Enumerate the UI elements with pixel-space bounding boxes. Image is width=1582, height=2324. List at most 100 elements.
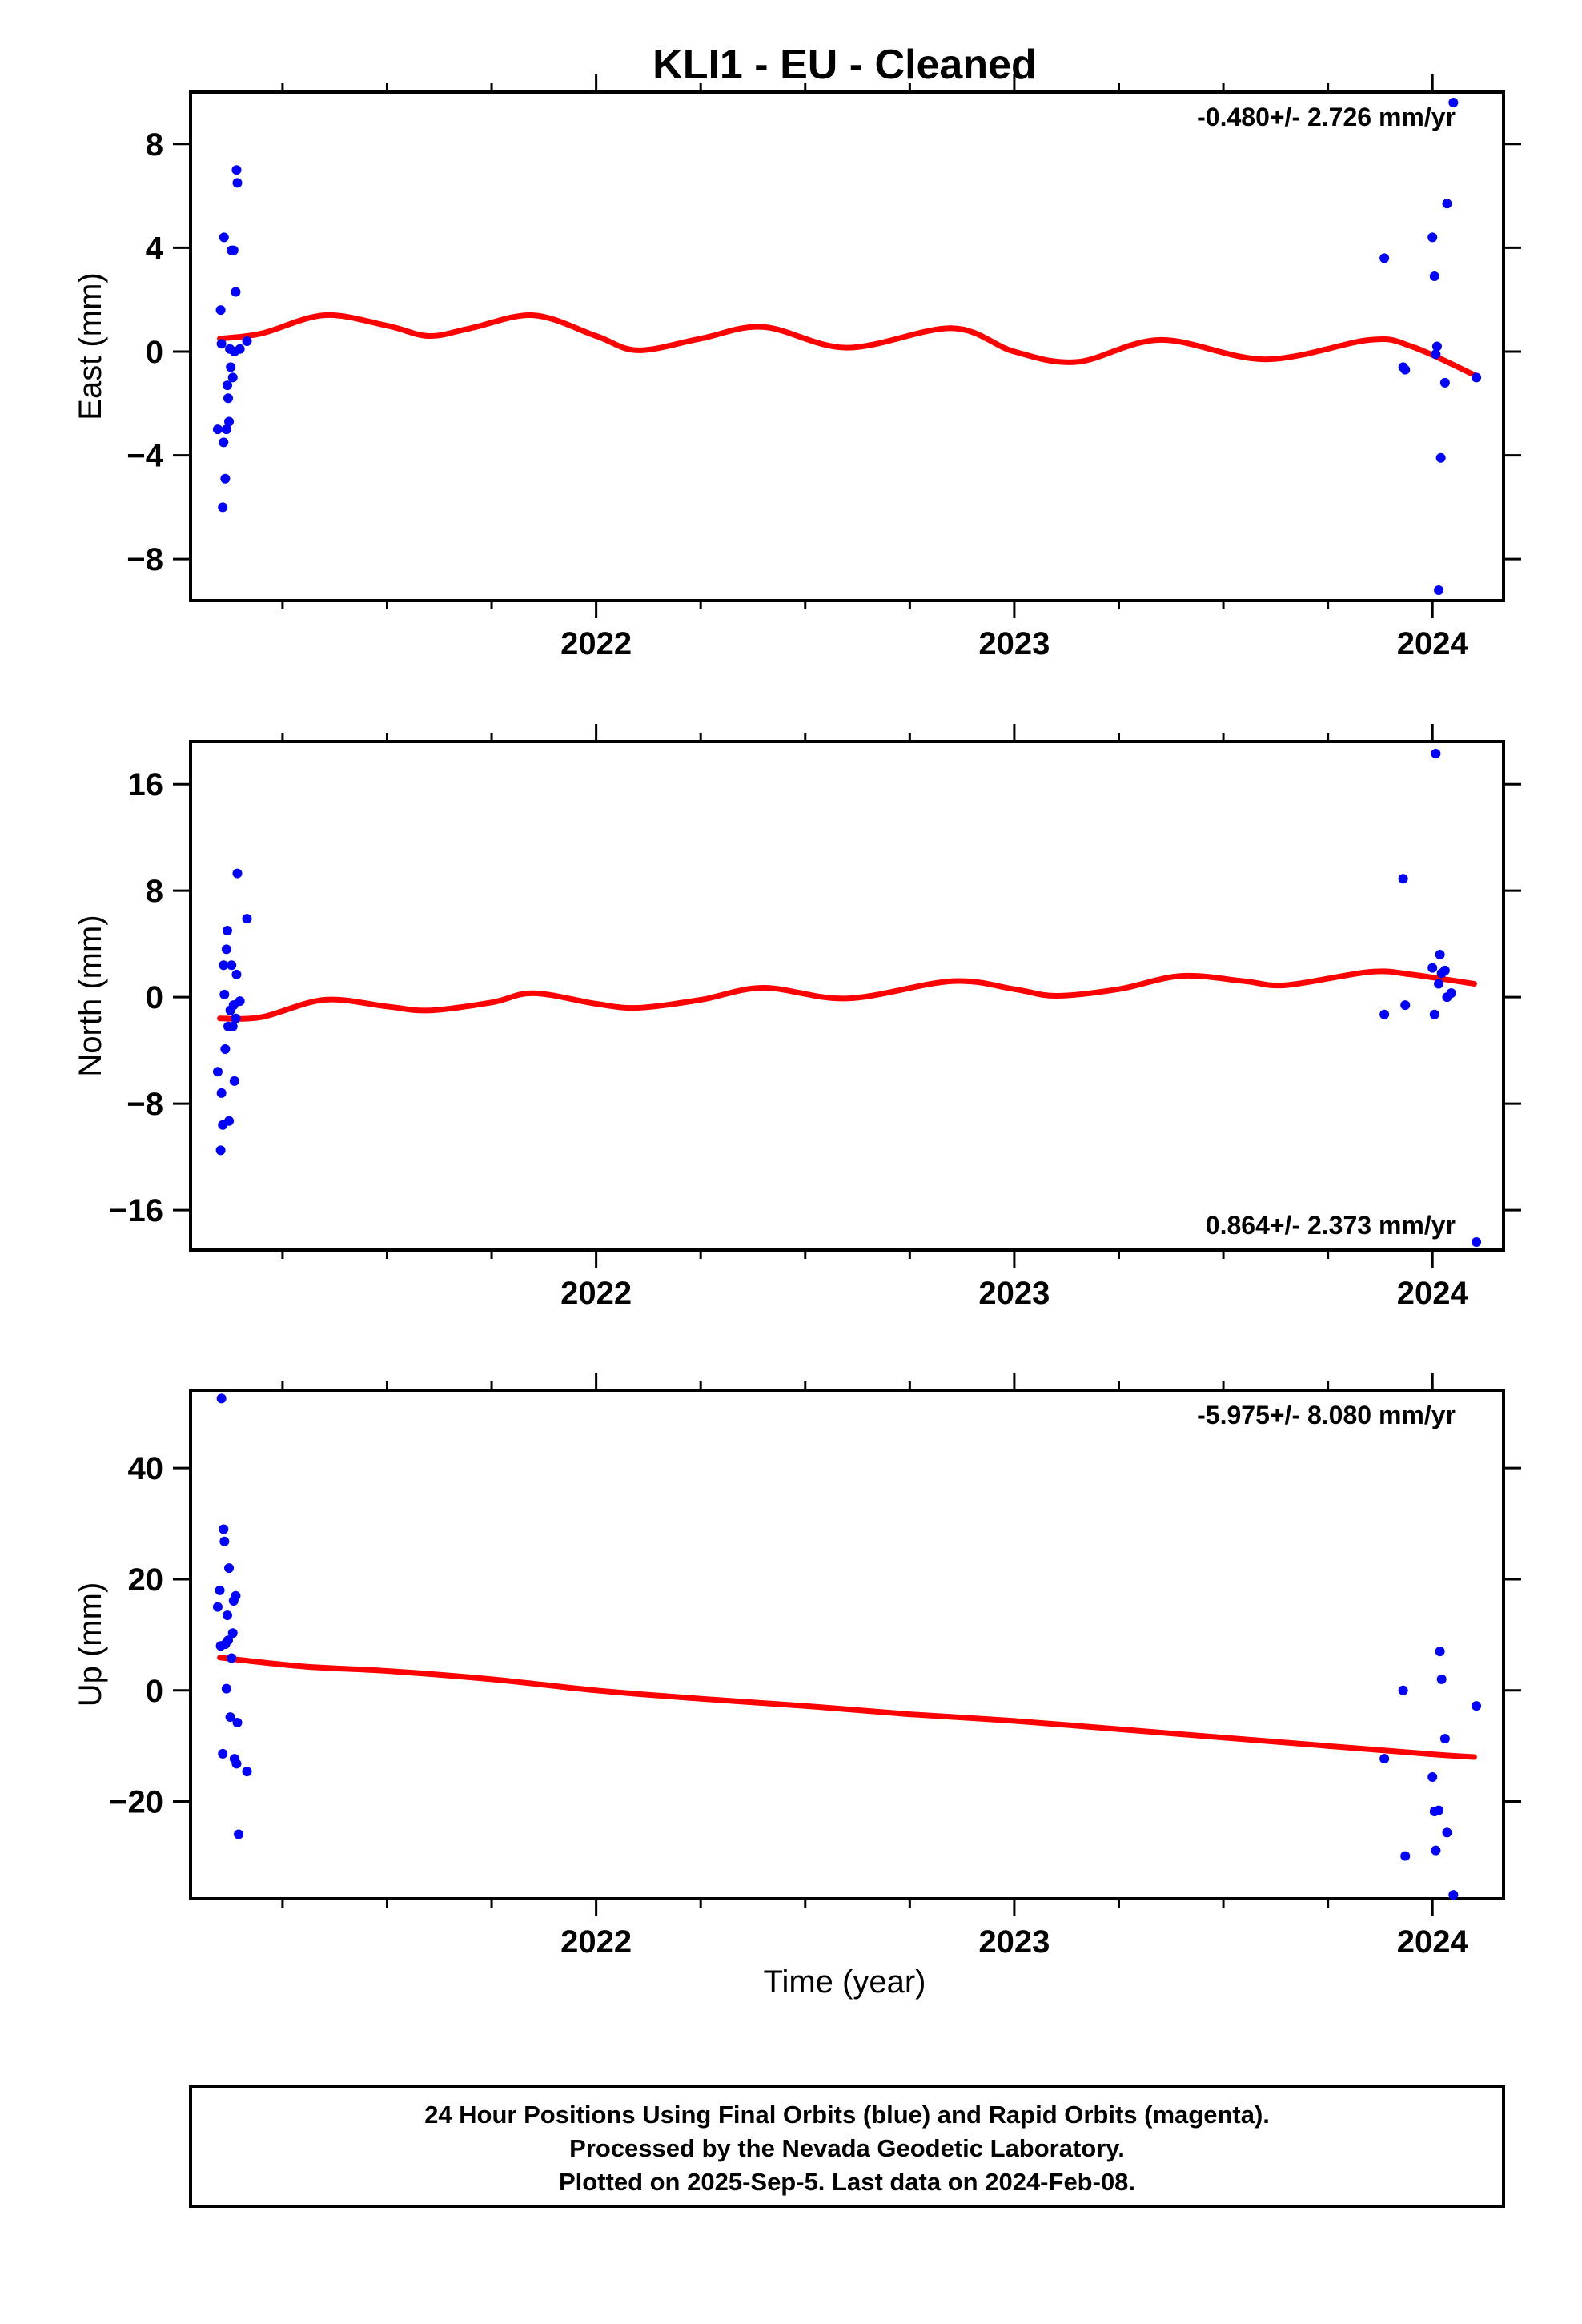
data-point — [1431, 341, 1442, 352]
data-point — [215, 1585, 225, 1595]
y-tick-label: −4 — [126, 439, 163, 474]
data-point — [224, 416, 235, 427]
data-point — [232, 178, 243, 188]
data-point — [231, 287, 241, 297]
data-point — [221, 944, 231, 955]
data-point — [1434, 1805, 1444, 1815]
data-point — [225, 1712, 235, 1723]
data-point — [242, 1767, 252, 1777]
data-point — [242, 336, 252, 347]
data-point — [1400, 364, 1411, 375]
data-point — [220, 1043, 231, 1054]
data-point — [1429, 1009, 1439, 1019]
rate-label: 0.864+/- 2.373 mm/yr — [1206, 1211, 1456, 1240]
data-point — [1448, 97, 1459, 107]
data-point — [1442, 199, 1452, 209]
data-point — [221, 1683, 231, 1694]
data-point — [231, 1013, 241, 1023]
data-point — [1435, 949, 1445, 959]
footer-line-3: Plotted on 2025-Sep-5. Last data on 2024… — [559, 2168, 1135, 2196]
data-point — [216, 339, 227, 349]
data-point — [1400, 1851, 1411, 1861]
data-point — [215, 1145, 226, 1156]
y-tick-label: 0 — [146, 335, 163, 370]
data-point — [218, 502, 228, 513]
data-point — [219, 1524, 229, 1534]
footer-frame — [189, 2085, 1505, 2208]
y-tick-label: 8 — [146, 874, 163, 909]
data-point — [218, 1748, 228, 1759]
x-tick-label: 2023 — [978, 1276, 1050, 1311]
panel-1: 2022 2023 2024 −8 −4 0 4 8 East (mm) -0.480+/- 2.… — [73, 74, 1521, 661]
data-point — [215, 305, 226, 316]
y-tick-label: 4 — [146, 231, 164, 266]
data-point — [1446, 988, 1456, 999]
data-point — [227, 1021, 238, 1031]
data-point — [1431, 349, 1441, 360]
data-point — [227, 1628, 238, 1638]
y-axis-label: North (mm) — [73, 915, 108, 1076]
data-point — [1436, 1674, 1447, 1684]
y-tick-label: 8 — [146, 127, 163, 163]
data-point — [1439, 1734, 1450, 1744]
data-point — [223, 1635, 234, 1646]
y-axis-label: East (mm) — [73, 272, 108, 420]
data-point — [216, 1393, 227, 1404]
data-point — [1379, 1009, 1390, 1019]
data-point — [221, 424, 231, 435]
x-axis-label: Time (year) — [764, 1964, 926, 2000]
data-point — [219, 232, 229, 243]
data-point — [242, 914, 252, 924]
data-point — [231, 1759, 242, 1769]
data-point — [235, 996, 245, 1007]
y-tick-label: 16 — [128, 767, 164, 802]
data-point — [219, 960, 229, 971]
data-point — [1435, 452, 1446, 463]
data-point — [227, 372, 238, 383]
data-point — [1435, 1647, 1445, 1657]
data-point — [1379, 253, 1390, 263]
x-tick-label: 2024 — [1397, 1276, 1469, 1311]
panel-2: 2022 2023 2024 −16 −8 0 8 16 North (mm) 0.864+/- … — [73, 724, 1521, 1311]
y-tick-label: −8 — [126, 1087, 163, 1122]
data-point — [1379, 1754, 1390, 1764]
data-point — [1398, 874, 1408, 884]
data-point — [222, 926, 232, 936]
y-tick-label: 40 — [128, 1451, 164, 1486]
data-point — [235, 344, 245, 354]
x-tick-label: 2024 — [1397, 1924, 1469, 1960]
x-tick-label: 2024 — [1397, 626, 1469, 661]
data-point — [227, 1653, 237, 1663]
x-tick-label: 2022 — [560, 1276, 632, 1311]
data-point — [231, 165, 242, 175]
footer-line-1: 24 Hour Positions Using Final Orbits (bl… — [424, 2101, 1270, 2129]
data-point — [229, 1076, 239, 1086]
data-point — [1427, 232, 1438, 243]
data-point — [220, 473, 231, 484]
data-point — [212, 1602, 223, 1612]
model-fit-line — [217, 968, 1477, 1022]
data-point — [227, 960, 237, 971]
footer-line-2: Processed by the Nevada Geodetic Laborat… — [569, 2134, 1125, 2162]
data-point — [1427, 1772, 1438, 1783]
data-point — [1398, 1685, 1408, 1695]
data-point — [1431, 748, 1441, 758]
data-point — [226, 362, 236, 372]
data-point — [219, 1536, 230, 1546]
data-point — [1431, 1845, 1441, 1856]
panel-3: 2022 2023 2024 −20 0 20 40 Up (mm) -5.975+/- 8.0… — [73, 1373, 1521, 1960]
data-point — [219, 437, 229, 448]
x-tick-label: 2022 — [560, 1924, 632, 1960]
data-point — [231, 1590, 241, 1601]
plot-frame — [189, 740, 1505, 1252]
y-tick-label: −8 — [126, 542, 163, 577]
data-point — [212, 1067, 223, 1077]
y-tick-label: 20 — [128, 1562, 164, 1598]
y-tick-label: 0 — [146, 980, 163, 1015]
data-point — [1472, 1701, 1482, 1711]
rate-label: -0.480+/- 2.726 mm/yr — [1197, 103, 1456, 131]
y-tick-label: −20 — [109, 1785, 163, 1820]
data-point — [1429, 271, 1439, 282]
plot-frame — [189, 90, 1505, 602]
